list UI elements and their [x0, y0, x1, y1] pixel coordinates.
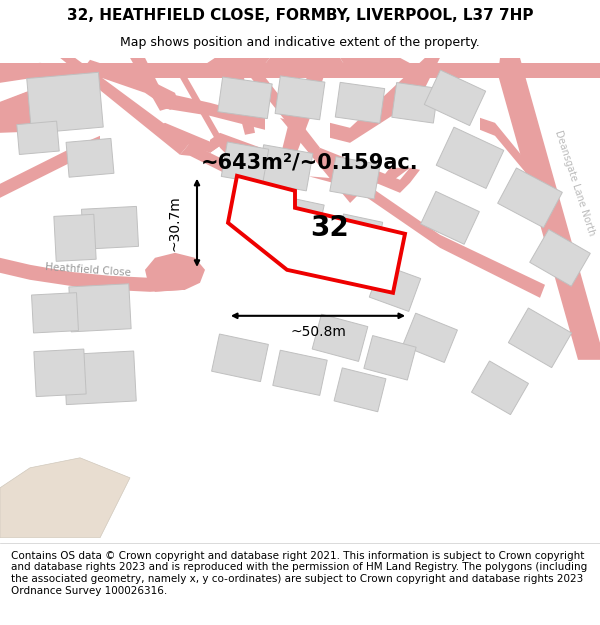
Text: Heathfield Close: Heathfield Close — [45, 262, 131, 278]
Polygon shape — [315, 148, 420, 192]
Polygon shape — [330, 157, 380, 199]
Polygon shape — [0, 458, 130, 538]
Text: Contains OS data © Crown copyright and database right 2021. This information is : Contains OS data © Crown copyright and d… — [11, 551, 587, 596]
Polygon shape — [334, 368, 386, 412]
Polygon shape — [392, 82, 438, 123]
Polygon shape — [0, 136, 100, 198]
Polygon shape — [530, 229, 590, 286]
Polygon shape — [276, 196, 324, 239]
Polygon shape — [312, 314, 368, 361]
Polygon shape — [54, 214, 96, 261]
Polygon shape — [69, 284, 131, 332]
Polygon shape — [260, 58, 330, 198]
Polygon shape — [424, 70, 485, 126]
Text: 32: 32 — [311, 214, 349, 242]
Polygon shape — [0, 62, 75, 82]
Polygon shape — [225, 58, 255, 135]
Polygon shape — [210, 132, 305, 178]
Polygon shape — [369, 264, 421, 311]
Polygon shape — [498, 58, 600, 360]
Polygon shape — [480, 118, 540, 190]
Polygon shape — [212, 334, 268, 382]
Polygon shape — [436, 127, 504, 189]
Polygon shape — [330, 58, 440, 142]
Polygon shape — [235, 58, 320, 158]
Polygon shape — [337, 214, 383, 252]
Polygon shape — [472, 361, 529, 414]
Polygon shape — [221, 142, 269, 184]
Polygon shape — [66, 138, 114, 178]
Polygon shape — [32, 292, 79, 333]
Polygon shape — [260, 58, 345, 76]
Polygon shape — [180, 142, 410, 192]
Polygon shape — [34, 349, 86, 397]
Polygon shape — [64, 351, 136, 404]
Polygon shape — [60, 58, 190, 155]
Polygon shape — [165, 65, 245, 168]
Polygon shape — [364, 336, 416, 380]
Polygon shape — [218, 77, 272, 119]
Polygon shape — [508, 308, 572, 368]
Polygon shape — [150, 122, 220, 152]
Polygon shape — [200, 58, 270, 70]
Polygon shape — [340, 58, 415, 76]
Text: 32, HEATHFIELD CLOSE, FORMBY, LIVERPOOL, L37 7HP: 32, HEATHFIELD CLOSE, FORMBY, LIVERPOOL,… — [67, 8, 533, 23]
Polygon shape — [335, 82, 385, 123]
Polygon shape — [80, 60, 180, 110]
Polygon shape — [17, 121, 59, 154]
Text: ~30.7m: ~30.7m — [168, 195, 182, 251]
Polygon shape — [421, 191, 479, 244]
Polygon shape — [497, 168, 562, 228]
Polygon shape — [350, 180, 545, 298]
Polygon shape — [0, 258, 185, 292]
Polygon shape — [403, 313, 457, 362]
Polygon shape — [130, 58, 170, 111]
Polygon shape — [27, 72, 103, 133]
Polygon shape — [82, 206, 139, 249]
Text: ~643m²/~0.159ac.: ~643m²/~0.159ac. — [201, 152, 419, 173]
Text: Map shows position and indicative extent of the property.: Map shows position and indicative extent… — [120, 36, 480, 49]
Polygon shape — [0, 62, 600, 78]
Polygon shape — [275, 76, 325, 120]
Polygon shape — [228, 176, 405, 292]
Polygon shape — [273, 350, 327, 396]
Polygon shape — [145, 253, 205, 292]
Polygon shape — [0, 82, 60, 132]
Polygon shape — [257, 145, 313, 191]
Polygon shape — [280, 118, 360, 202]
Polygon shape — [160, 92, 265, 130]
Text: Deansgate Lane North: Deansgate Lane North — [553, 129, 597, 237]
Polygon shape — [0, 82, 55, 118]
Text: ~50.8m: ~50.8m — [290, 325, 346, 339]
